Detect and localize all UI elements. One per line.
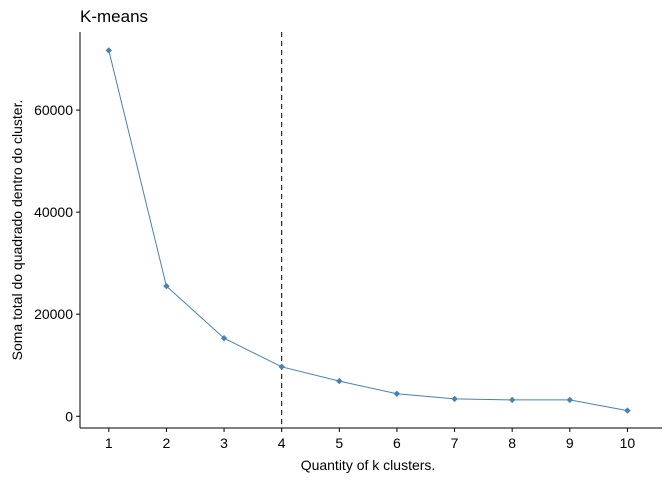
data-point-marker [336,377,343,385]
x-tick-label: 4 [278,435,286,451]
axes: 0 20000 40000 60000 1 2 3 4 5 6 7 8 9 10 [34,32,662,451]
data-point-marker [393,390,401,397]
y-tick-label: 40000 [34,204,73,220]
data-point-marker [566,396,573,404]
y-axis-label: Soma total do quadrado dentro do cluster… [9,100,25,361]
x-tick-label: 10 [620,435,636,451]
data-point-marker [278,363,285,370]
x-tick-label: 9 [566,435,574,451]
data-point-marker [509,396,516,404]
data-point-marker [105,47,112,54]
x-tick-label: 5 [335,435,343,451]
data-point-marker [163,282,170,290]
x-tick-label: 6 [393,435,401,451]
y-tick-label: 60000 [34,102,73,118]
data-point-marker [624,407,631,414]
series-line [108,50,628,412]
x-tick-label: 2 [163,435,171,451]
x-tick-label: 1 [105,435,113,451]
x-axis-label: Quantity of k clusters. [301,457,436,473]
x-tick-label: 8 [508,435,516,451]
x-tick-label: 7 [451,435,459,451]
data-point-marker [451,395,458,403]
y-tick-label: 0 [65,408,73,424]
series-layer [105,47,631,414]
y-tick-label: 20000 [34,306,73,322]
chart-title: K-means [80,7,148,26]
data-point-marker [220,335,228,342]
x-tick-label: 3 [220,435,228,451]
